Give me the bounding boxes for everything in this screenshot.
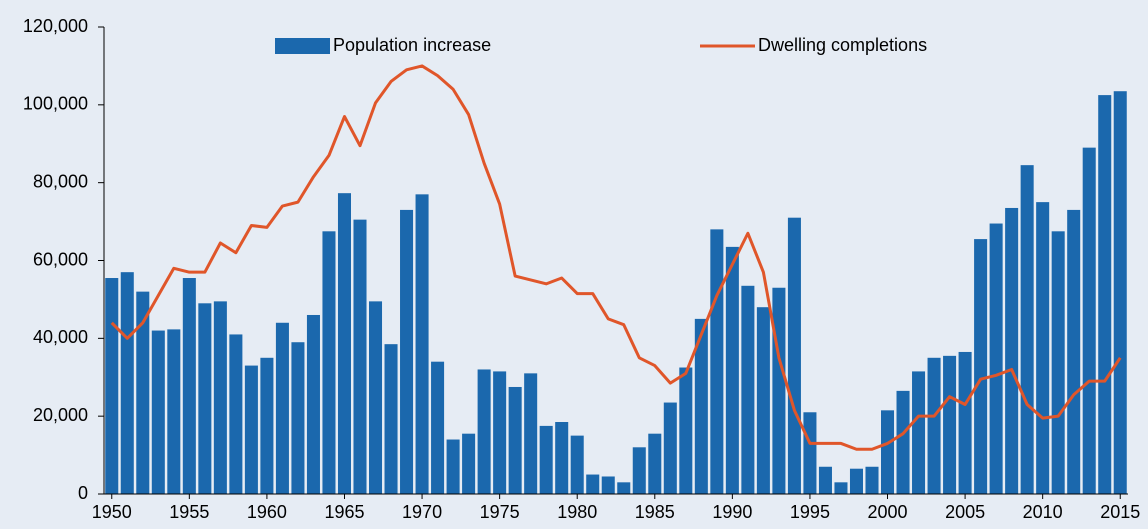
bar [772,287,786,494]
bar [927,357,941,494]
y-tick-label: 120,000 [23,16,88,36]
bar [229,334,243,494]
bar [337,193,352,494]
bar [105,278,119,494]
bar [213,301,227,494]
x-tick-label: 1970 [402,502,442,522]
x-tick-label: 2005 [945,502,985,522]
bar [353,219,367,494]
bar [322,231,336,494]
bar [679,367,693,494]
x-tick-label: 2010 [1023,502,1063,522]
bar [818,466,832,494]
x-tick-label: 1950 [92,502,132,522]
y-tick-label: 40,000 [33,327,88,347]
x-tick-label: 1985 [635,502,675,522]
bar [912,371,926,494]
bar [151,330,165,494]
bar [865,466,879,494]
bar [849,468,864,494]
bar [648,433,662,494]
legend-swatch [275,38,330,54]
bar [493,371,507,494]
bar [880,410,895,494]
x-tick-label: 2015 [1100,502,1140,522]
x-tick-label: 1955 [169,502,209,522]
bar [1067,209,1081,495]
bar [477,369,491,494]
bar [275,322,289,494]
bar [260,357,274,494]
bar [415,194,429,494]
bar [586,474,600,494]
x-tick-label: 1960 [247,502,287,522]
y-tick-label: 0 [78,483,88,503]
bar [1113,91,1127,495]
bar [617,482,631,494]
bar [1020,165,1034,494]
bar [136,291,150,494]
bar [1005,207,1019,494]
bar [896,390,910,494]
bar [400,209,414,495]
bar [570,435,584,494]
bar [524,373,538,494]
y-tick-label: 100,000 [23,94,88,114]
y-tick-label: 60,000 [33,249,88,269]
bar [306,314,320,494]
bar [632,447,646,494]
line [110,64,1122,451]
bar [943,355,957,494]
x-tick-label: 1975 [480,502,520,522]
bar [431,361,445,494]
bar [803,412,817,494]
bar [1082,147,1096,494]
bar [834,482,848,494]
bar [756,307,770,494]
y-tick-label: 20,000 [33,405,88,425]
bar [462,433,476,494]
bar [694,318,708,494]
bar [446,439,460,494]
bar [725,246,739,494]
bar [384,344,398,494]
y-tick-label: 80,000 [33,171,88,191]
bar [198,303,212,494]
bar [741,285,755,494]
legend-label: Dwelling completions [758,35,927,55]
bar [974,239,988,494]
bar [663,402,677,494]
bar [958,351,972,494]
bar [1098,95,1112,495]
bar [508,386,522,494]
bar [182,278,196,494]
bar [601,476,615,494]
bar [291,342,305,494]
bar [1036,202,1050,494]
bar [368,301,383,494]
bar [244,365,258,494]
legend-label: Population increase [333,35,491,55]
bar [1051,231,1065,494]
bar [167,329,181,494]
x-tick-label: 2000 [867,502,907,522]
bar [989,223,1003,494]
x-tick-label: 1990 [712,502,752,522]
bar [787,217,801,495]
x-tick-label: 1965 [324,502,364,522]
bar [120,272,134,494]
x-tick-label: 1980 [557,502,597,522]
bar [710,229,724,494]
bar [555,422,569,494]
bar [539,425,553,494]
x-tick-label: 1995 [790,502,830,522]
